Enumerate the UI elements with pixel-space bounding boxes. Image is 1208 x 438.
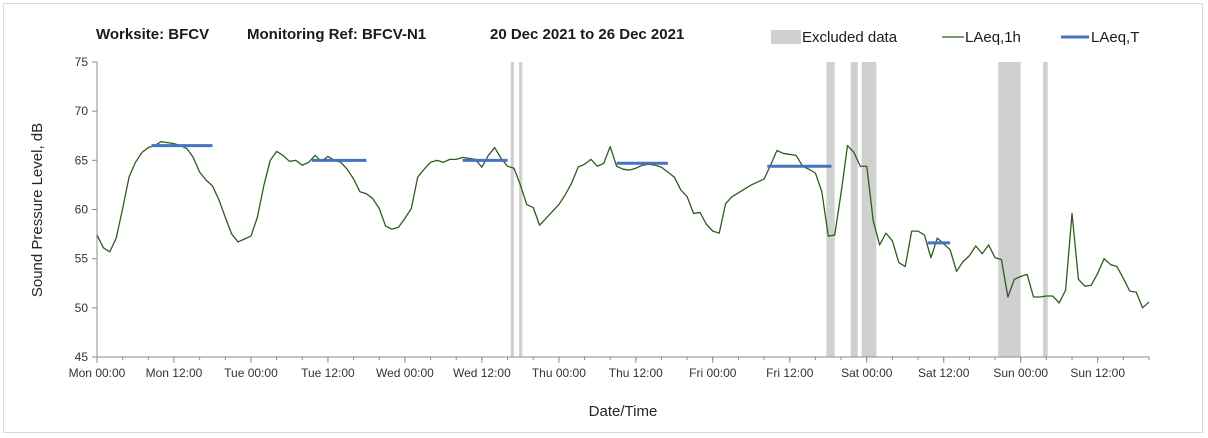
worksite-title: Worksite: BFCV xyxy=(96,26,209,43)
legend-excluded-swatch xyxy=(771,30,801,44)
x-axis-ticks: Mon 00:00 Mon 12:00 Tue 00:00 Tue 12:00 Wed … xyxy=(69,357,1150,380)
series-line-0 xyxy=(96,140,1150,309)
excluded-band-1 xyxy=(519,62,523,357)
x-tick-label-12: Sun 00:00 xyxy=(993,366,1048,380)
y-axis-label: Sound Pressure Level, dB xyxy=(29,123,46,297)
x-tick-label-2: Tue 00:00 xyxy=(224,366,278,380)
x-tick-label-7: Thu 12:00 xyxy=(609,366,663,380)
excluded-band-5 xyxy=(998,62,1021,357)
period-levels xyxy=(151,144,951,245)
x-tick-label-1: Mon 12:00 xyxy=(146,366,203,380)
excluded-band-0 xyxy=(510,62,514,357)
date-range-title: 20 Dec 2021 to 26 Dec 2021 xyxy=(490,26,684,43)
excluded-band-3 xyxy=(850,62,858,357)
y-tick-label-70: 70 xyxy=(75,104,89,118)
x-tick-label-0: Mon 00:00 xyxy=(69,366,126,380)
x-tick-label-6: Thu 00:00 xyxy=(532,366,586,380)
sound-level-chart: Worksite: BFCV Monitoring Ref: BFCV-N1 2… xyxy=(29,26,1150,420)
excluded-band-6 xyxy=(1043,62,1048,357)
x-axis-label: Date/Time xyxy=(589,403,658,420)
hourly-series xyxy=(96,140,1150,309)
y-tick-label-55: 55 xyxy=(75,252,89,266)
legend: Excluded data LAeq,1h LAeq,T xyxy=(771,29,1139,46)
x-tick-label-13: Sun 12:00 xyxy=(1070,366,1125,380)
x-tick-label-10: Sat 00:00 xyxy=(841,366,893,380)
excluded-band-4 xyxy=(861,62,877,357)
legend-excluded-label: Excluded data xyxy=(802,29,898,46)
y-tick-label-75: 75 xyxy=(75,55,89,69)
x-tick-label-11: Sat 12:00 xyxy=(918,366,970,380)
chart-frame: Worksite: BFCV Monitoring Ref: BFCV-N1 2… xyxy=(3,3,1203,433)
x-tick-label-8: Fri 00:00 xyxy=(689,366,737,380)
y-tick-label-60: 60 xyxy=(75,203,89,217)
monitoring-ref-title: Monitoring Ref: BFCV-N1 xyxy=(247,26,426,43)
y-tick-label-50: 50 xyxy=(75,301,89,315)
x-tick-label-4: Wed 00:00 xyxy=(376,366,434,380)
x-tick-label-3: Tue 12:00 xyxy=(301,366,355,380)
y-axis-ticks: 45 50 55 60 65 70 75 xyxy=(75,55,97,364)
legend-hourly-label: LAeq,1h xyxy=(965,29,1021,46)
y-tick-label-65: 65 xyxy=(75,153,89,167)
x-tick-label-5: Wed 12:00 xyxy=(453,366,511,380)
y-tick-label-45: 45 xyxy=(75,350,89,364)
legend-period-label: LAeq,T xyxy=(1091,29,1139,46)
excluded-bands xyxy=(510,62,1048,357)
x-tick-label-9: Fri 12:00 xyxy=(766,366,814,380)
excluded-band-2 xyxy=(826,62,835,357)
